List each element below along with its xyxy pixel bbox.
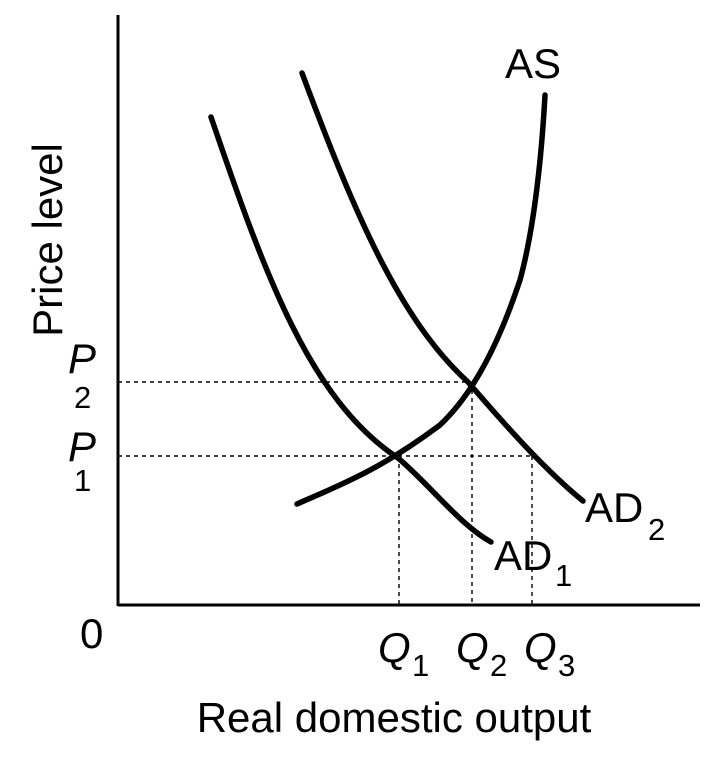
x-axis-title: Real domestic output	[197, 694, 592, 741]
as-curve-label: AS	[505, 40, 561, 87]
ad1-curve	[208, 114, 494, 545]
q2-label: Q 2	[456, 624, 507, 683]
q1-label: Q 1	[378, 624, 429, 683]
q3-label: Q 3	[524, 624, 575, 683]
ad2-curve-label: AD 2	[585, 484, 665, 547]
p2-label: P 2	[68, 335, 108, 415]
ad1-curve-label: AD 1	[494, 532, 572, 593]
y-axis-title: Price level	[24, 143, 71, 337]
origin-label: 0	[80, 610, 103, 657]
as-curve	[294, 92, 548, 507]
p1-label: P 1	[68, 423, 108, 498]
ad2-curve	[299, 70, 586, 504]
